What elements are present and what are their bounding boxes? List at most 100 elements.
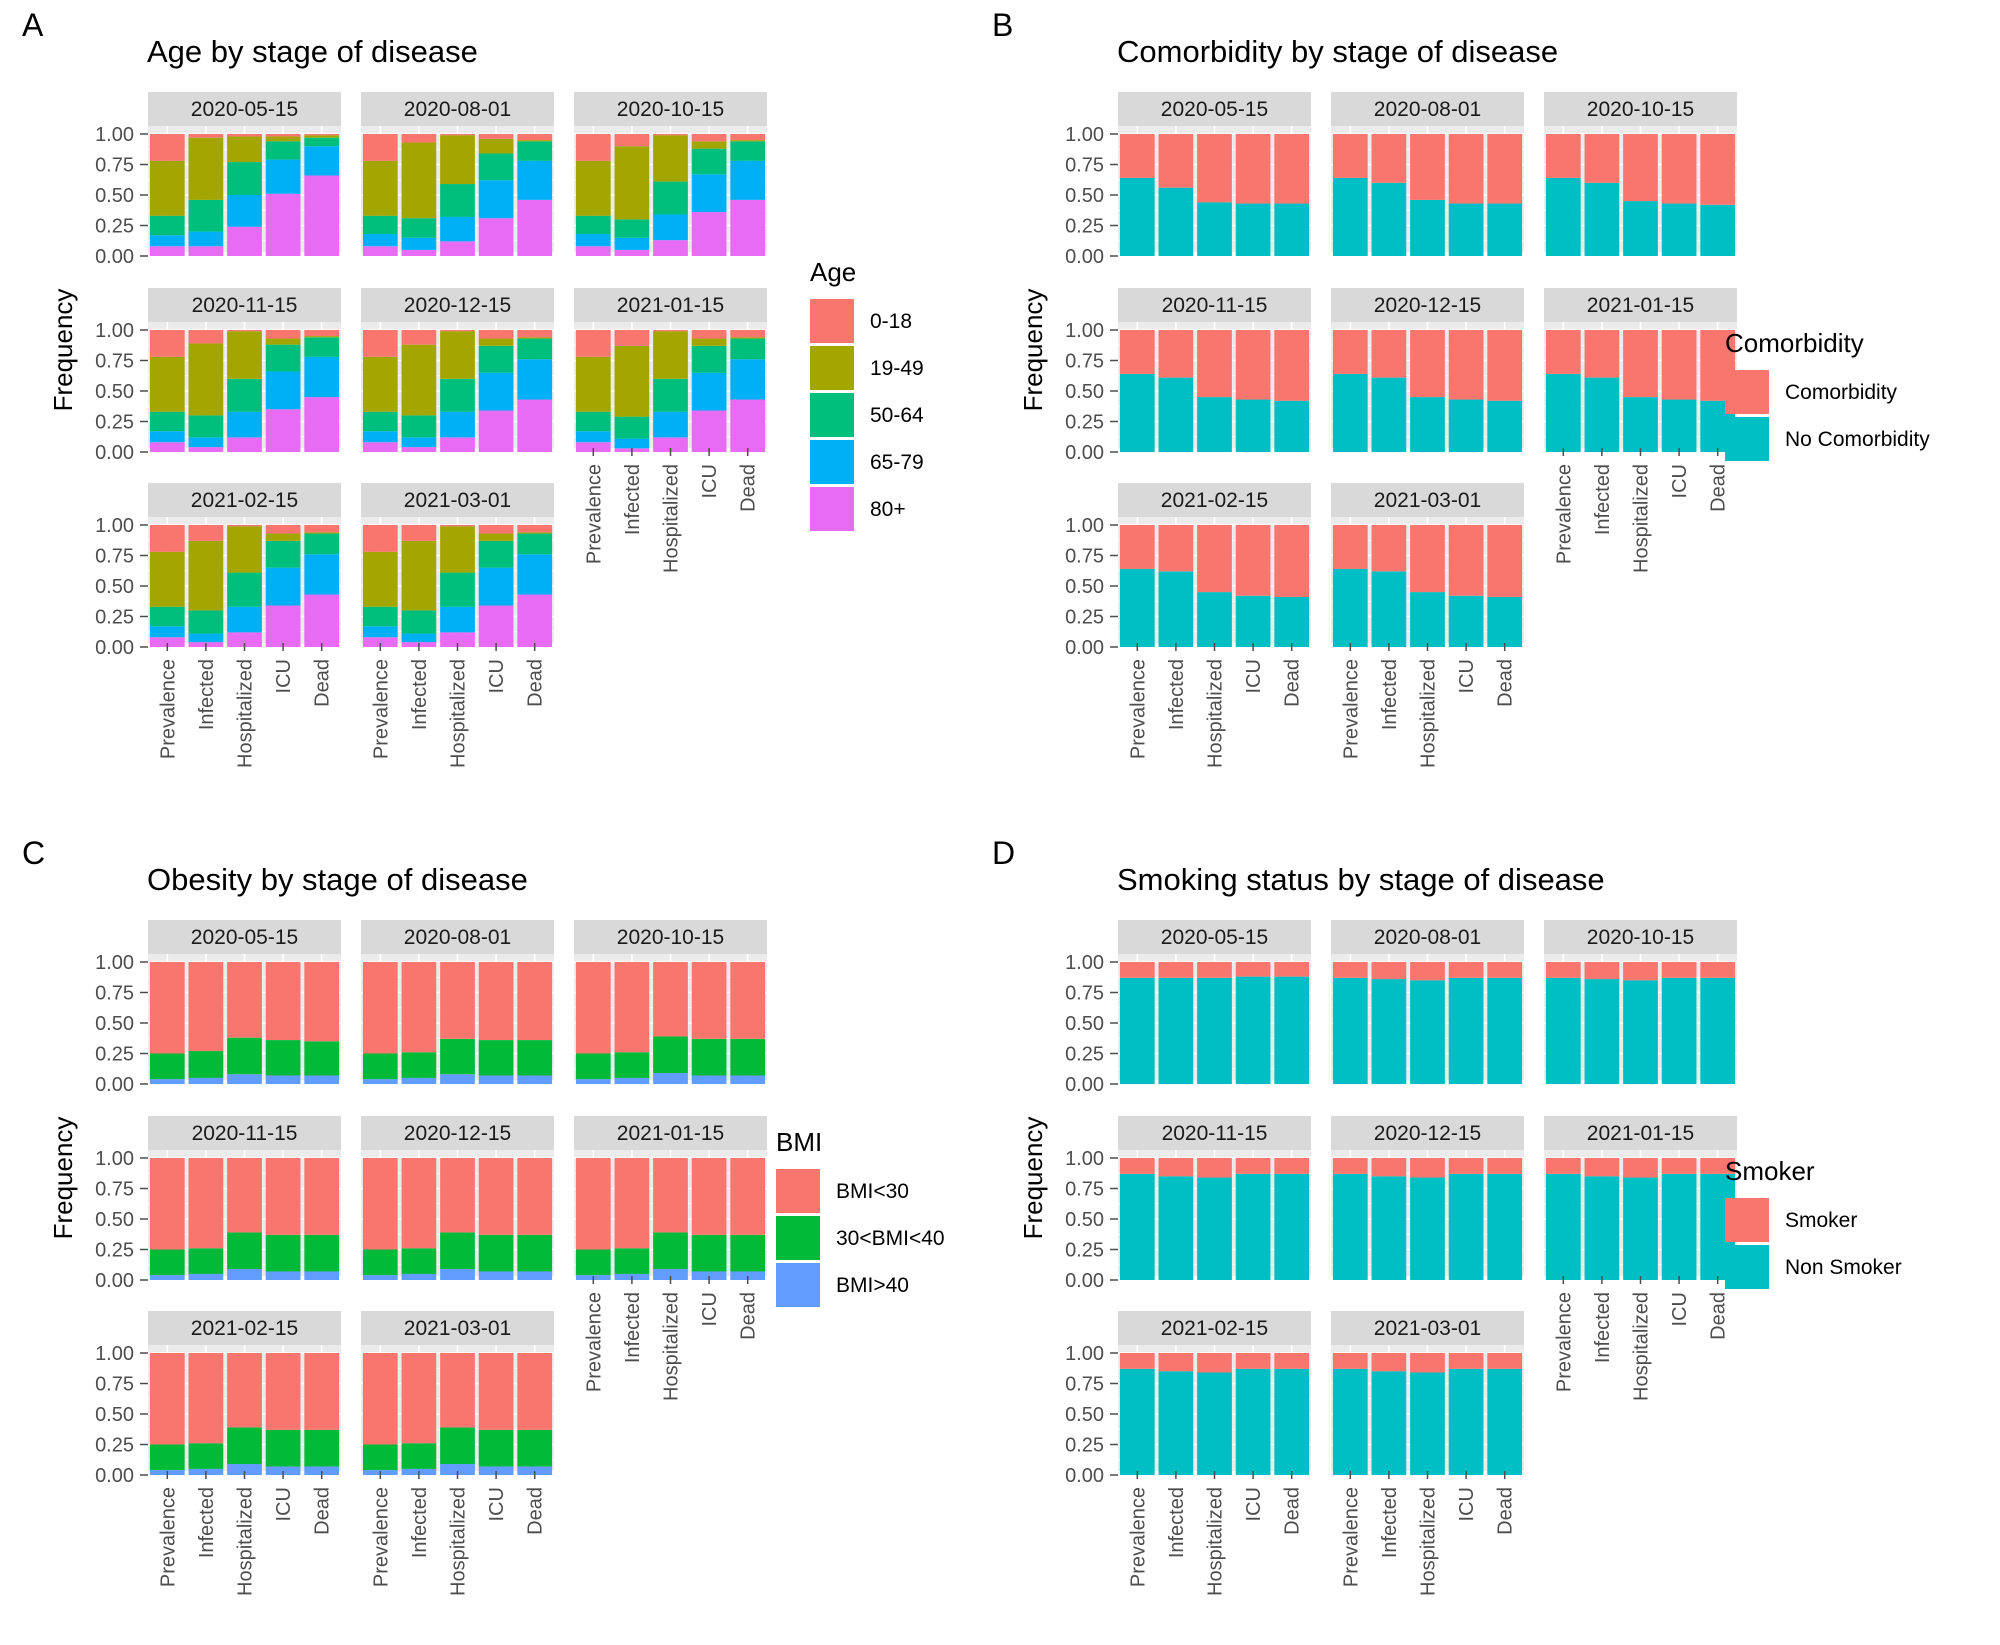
facet: 2020-12-15	[361, 288, 554, 453]
facet-strip	[361, 1116, 554, 1150]
bar-segment	[614, 438, 650, 449]
legend-label: 0-18	[870, 310, 912, 333]
y-tick-label: 0.75	[95, 155, 134, 177]
bar-segment	[1274, 596, 1310, 647]
facet-strip	[148, 288, 341, 322]
legend-key	[810, 487, 854, 531]
y-tick-label: 0.25	[95, 607, 134, 629]
x-tick-label: Dead	[1495, 659, 1517, 707]
bar-segment	[149, 215, 185, 236]
bar-segment	[614, 962, 650, 1053]
bar-segment	[188, 330, 224, 344]
bar-segment	[517, 399, 553, 452]
bar-segment	[227, 1074, 262, 1084]
y-tick-label: 0.00	[1065, 1074, 1104, 1096]
bar-segment	[304, 1234, 340, 1272]
bar-segment	[149, 551, 185, 607]
bar-segment	[1119, 373, 1155, 452]
bar-segment	[149, 1053, 185, 1080]
bar-segment	[188, 231, 224, 247]
bar-segment	[1332, 1368, 1368, 1475]
bar-segment	[691, 1158, 727, 1235]
bar-segment	[149, 356, 185, 412]
facet-strip-label: 2021-02-15	[191, 489, 298, 512]
bar-segment	[362, 134, 398, 161]
x-tick-label: Hospitalized	[1631, 464, 1653, 573]
bar-segment	[517, 141, 553, 161]
bar-segment	[1700, 134, 1736, 205]
x-tick-label: Infected	[1592, 1292, 1614, 1363]
bar-segment	[1274, 400, 1310, 452]
legend: BMI BMI<30 30<BMI<40 BMI>40	[776, 1127, 945, 1307]
legend-key	[810, 346, 854, 390]
facet: 2021-03-01 Prevalence Infected Hospitalized…	[1331, 1311, 1524, 1596]
bar-segment	[691, 1038, 727, 1076]
facet-strip	[1331, 1311, 1524, 1345]
x-tick-label: Infected	[1379, 1487, 1401, 1558]
bar-segment	[1197, 1372, 1232, 1475]
bar-segment	[1584, 979, 1620, 1084]
bar-segment	[362, 330, 398, 357]
bar-segment	[575, 1079, 611, 1084]
bar-segment	[1235, 399, 1271, 452]
bar-segment	[517, 199, 553, 256]
bar-segment	[1410, 397, 1445, 452]
facet: 2020-08-01	[361, 92, 554, 257]
bar-segment	[1410, 199, 1445, 256]
bar-segment	[1700, 962, 1736, 978]
bar-segment	[1487, 134, 1523, 204]
bar-segment	[362, 637, 398, 647]
bar-segment	[1235, 134, 1271, 204]
bar-segment	[304, 134, 340, 136]
bar-segment	[1487, 1368, 1523, 1475]
bar-segment	[478, 330, 514, 339]
bar-segment	[440, 411, 475, 438]
legend-key	[1725, 370, 1769, 414]
bar-segment	[265, 141, 301, 160]
bar-segment	[1448, 1353, 1484, 1369]
bar-segment	[517, 1040, 553, 1076]
x-tick-label: Hospitalized	[448, 659, 470, 768]
bar-segment	[188, 1443, 224, 1469]
bar-segment	[730, 199, 766, 256]
x-tick-label: ICU	[486, 1487, 508, 1521]
bar-segment	[730, 1038, 766, 1076]
bar-segment	[227, 330, 262, 332]
bar-segment	[1197, 330, 1232, 398]
y-tick-label: 0.50	[1065, 185, 1104, 207]
x-tick-label: ICU	[1456, 659, 1478, 693]
x-tick-label: Hospitalized	[1205, 659, 1227, 768]
panel-b: B Comorbidity by stage of disease Frequenc…	[992, 7, 1930, 768]
bar-segment	[1661, 330, 1697, 400]
bar-segment	[1623, 1158, 1658, 1178]
bar-segment	[1545, 962, 1581, 978]
bar-segment	[401, 218, 437, 238]
bar-segment	[1410, 1353, 1445, 1373]
bar-segment	[227, 437, 262, 452]
bar-segment	[614, 1052, 650, 1078]
bar-segment	[440, 378, 475, 412]
bar-segment	[478, 1353, 514, 1430]
bar-segment	[227, 134, 262, 137]
bar-segment	[440, 216, 475, 242]
facet: 2021-02-15 0.00 0.25 0.50 0.75 1.00 Prevalence…	[1065, 483, 1311, 768]
bar-segment	[227, 162, 262, 195]
bar-segment	[227, 962, 262, 1038]
bar-segment	[1235, 1353, 1271, 1369]
bar-segment	[517, 962, 553, 1041]
bar-segment	[653, 331, 688, 379]
bar-segment	[730, 140, 766, 142]
bar-segment	[730, 160, 766, 200]
facet: 2021-03-01 Prevalence Infected Hospitalized…	[1331, 483, 1524, 768]
bar-segment	[1158, 977, 1194, 1084]
bar-segment	[265, 1353, 301, 1430]
bar-segment	[478, 1040, 514, 1076]
y-tick-label: 0.50	[95, 1209, 134, 1231]
bar-segment	[304, 1041, 340, 1076]
bar-segment	[401, 330, 437, 345]
bar-segment	[1448, 962, 1484, 978]
bar-segment	[517, 594, 553, 647]
panel-a: A Age by stage of disease Frequency 2020-05…	[22, 7, 924, 768]
bar-segment	[691, 134, 727, 142]
